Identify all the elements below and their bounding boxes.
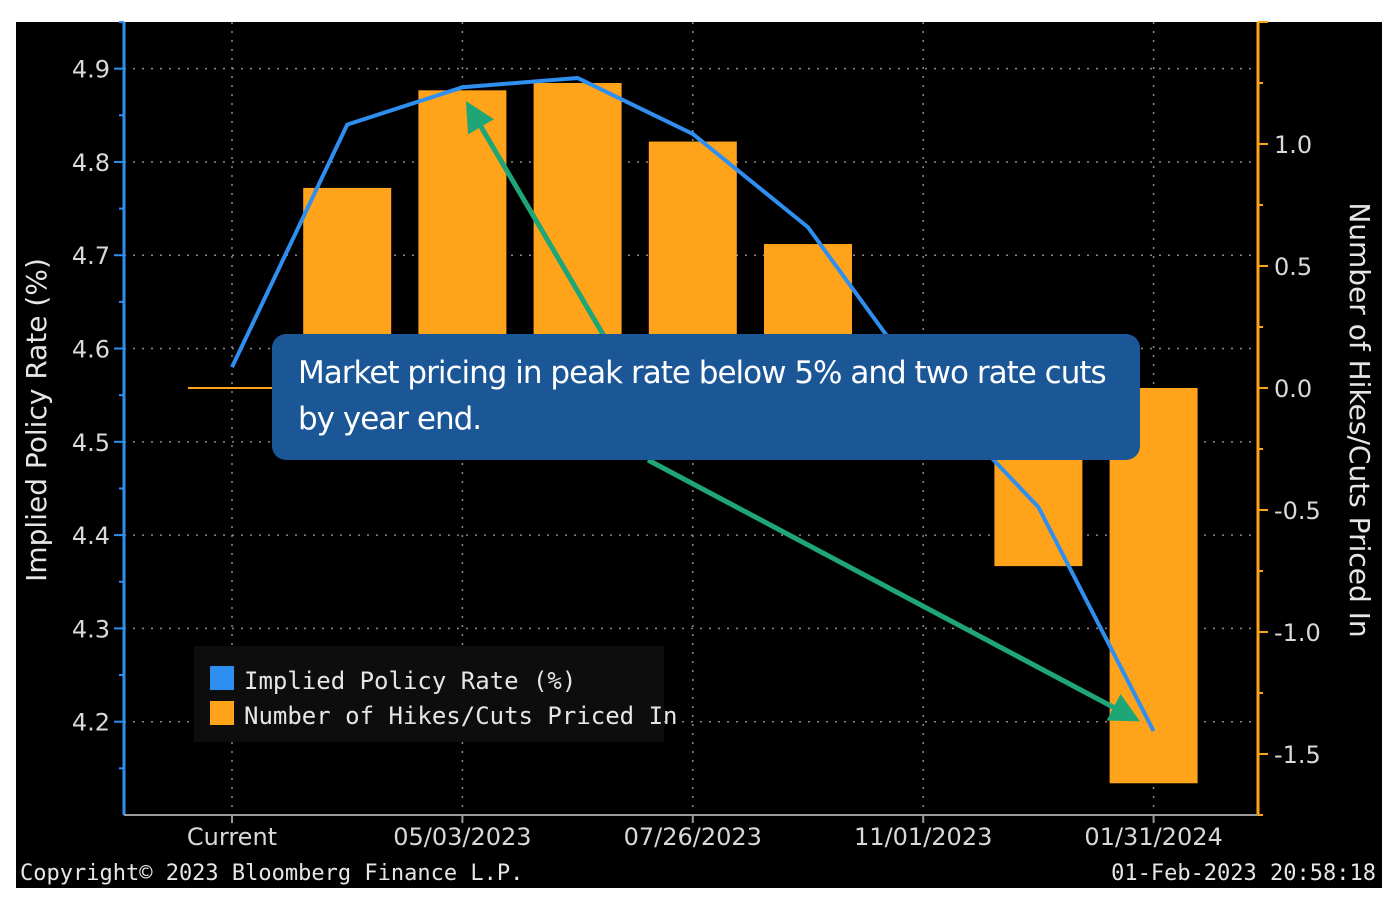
right-tick-label: 0.5 [1274, 253, 1312, 281]
left-tick-label: 4.8 [72, 149, 110, 177]
x-tick-label: 07/26/2023 [624, 823, 762, 851]
left-tick-label: 4.9 [72, 56, 110, 84]
left-tick-label: 4.3 [72, 615, 110, 643]
tick-labels: 4.2 4.3 4.4 4.5 4.6 4.7 4.8 4.9 -1.5 -1.0 -0.5 0.0 0… [72, 56, 1321, 851]
x-tick-label: 11/01/2023 [854, 823, 992, 851]
right-tick-label: -1.5 [1274, 741, 1321, 769]
annotation-callout: Market pricing in peak rate below 5% and… [272, 334, 1140, 460]
annotation-text: Market pricing in peak rate below 5% and… [298, 355, 1107, 437]
right-axis-title: Number of Hikes/Cuts Priced In [1343, 202, 1376, 637]
rate-series-line [230, 75, 1156, 732]
arrow-to-year-end [646, 457, 1141, 722]
legend-swatch-rate [210, 666, 234, 690]
right-tick-label: -0.5 [1274, 497, 1321, 525]
arrow-to-peak [465, 100, 607, 338]
left-axis-title: Implied Policy Rate (%) [20, 258, 53, 582]
right-tick-label: 0.0 [1274, 375, 1312, 403]
x-tick-label: 05/03/2023 [393, 823, 531, 851]
timestamp-text: 01-Feb-2023 20:58:18 [1111, 861, 1376, 886]
left-tick-label: 4.6 [72, 336, 110, 364]
left-tick-label: 4.7 [72, 242, 110, 270]
legend: Implied Policy Rate (%) Number of Hikes/… [194, 646, 677, 742]
left-tick-label: 4.4 [72, 522, 110, 550]
legend-swatch-hikes [210, 701, 234, 725]
rate-line [230, 75, 1156, 732]
axes [114, 21, 1268, 823]
right-tick-label: 1.0 [1274, 131, 1312, 159]
x-tick-label: 01/31/2024 [1084, 823, 1222, 851]
left-tick-label: 4.2 [72, 709, 110, 737]
legend-label-hikes: Number of Hikes/Cuts Priced In [244, 702, 677, 730]
legend-label-rate: Implied Policy Rate (%) [244, 667, 576, 695]
copyright-text: Copyright© 2023 Bloomberg Finance L.P. [20, 861, 523, 886]
right-tick-label: -1.0 [1274, 619, 1321, 647]
x-tick-label: Current [187, 823, 277, 851]
annotation-arrows [465, 100, 1141, 722]
left-tick-label: 4.5 [72, 429, 110, 457]
legend-box [194, 646, 664, 742]
